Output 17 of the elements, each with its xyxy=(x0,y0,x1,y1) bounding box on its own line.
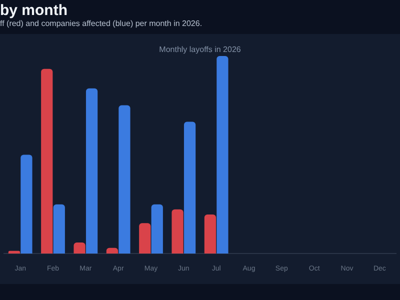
bar xyxy=(172,209,184,254)
bar xyxy=(41,68,53,254)
bar xyxy=(139,223,151,254)
chart-subtitle: ff (red) and companies affected (blue) per month in 2026. xyxy=(0,19,202,28)
bar xyxy=(8,250,20,254)
bar xyxy=(53,204,65,254)
bar xyxy=(216,56,228,254)
bar xyxy=(20,154,32,254)
bar xyxy=(74,242,86,254)
bar xyxy=(86,88,98,254)
bar xyxy=(151,204,163,254)
bar xyxy=(118,105,130,254)
chart-title: by month xyxy=(0,2,68,19)
bar xyxy=(106,248,118,254)
bar xyxy=(184,122,196,254)
bar xyxy=(204,214,216,254)
text: Monthly layoffs in 2026 xyxy=(158,45,242,54)
